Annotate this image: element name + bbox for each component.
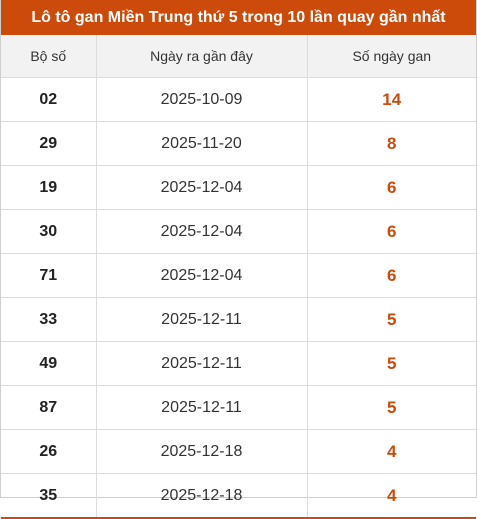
cell-number: 71 [1,253,96,298]
column-header-last-date: Ngày ra gần đây [95,35,307,78]
cell-number: 26 [1,429,96,474]
cell-gap: 6 [306,253,476,298]
cell-number: 02 [1,77,96,122]
table-header: Bộ số Ngày ra gần đây Số ngày gan [1,35,476,78]
table-row: 30 2025-12-04 6 [1,209,476,254]
cell-gap: 4 [306,473,476,519]
gan-table: Bộ số Ngày ra gần đây Số ngày gan 02 202… [1,35,476,519]
table-row: 71 2025-12-04 6 [1,253,476,298]
cell-number: 30 [1,209,96,254]
table-row: 49 2025-12-11 5 [1,341,476,386]
table-row: 02 2025-10-09 14 [1,77,476,122]
cell-number: 35 [1,473,96,519]
table-row: 35 2025-12-18 4 [1,473,476,519]
table-row: 87 2025-12-11 5 [1,385,476,430]
cell-date: 2025-12-04 [95,165,307,210]
cell-gap: 5 [306,341,476,386]
cell-date: 2025-10-09 [95,77,307,122]
table-row: 26 2025-12-18 4 [1,429,476,474]
cell-gap: 14 [306,77,476,122]
table-row: 29 2025-11-20 8 [1,121,476,166]
cell-date: 2025-12-04 [95,253,307,298]
widget-title: Lô tô gan Miền Trung thứ 5 trong 10 lần … [1,0,476,35]
cell-gap: 6 [306,165,476,210]
cell-gap: 5 [306,385,476,430]
cell-number: 29 [1,121,96,166]
cell-number: 19 [1,165,96,210]
table-row: 19 2025-12-04 6 [1,165,476,210]
cell-date: 2025-12-11 [95,341,307,386]
cell-gap: 5 [306,297,476,342]
cell-date: 2025-12-18 [95,429,307,474]
cell-number: 49 [1,341,96,386]
cell-gap: 4 [306,429,476,474]
cell-date: 2025-12-18 [95,473,307,519]
cell-number: 87 [1,385,96,430]
cell-gap: 6 [306,209,476,254]
column-header-gap-days: Số ngày gan [306,35,476,78]
cell-date: 2025-12-11 [95,297,307,342]
cell-number: 33 [1,297,96,342]
cell-date: 2025-11-20 [95,121,307,166]
table-body: 02 2025-10-09 14 29 2025-11-20 8 19 2025… [1,77,476,519]
cell-date: 2025-12-11 [95,385,307,430]
cell-date: 2025-12-04 [95,209,307,254]
column-header-number: Bộ số [1,35,96,78]
cell-gap: 8 [306,121,476,166]
table-row: 33 2025-12-11 5 [1,297,476,342]
